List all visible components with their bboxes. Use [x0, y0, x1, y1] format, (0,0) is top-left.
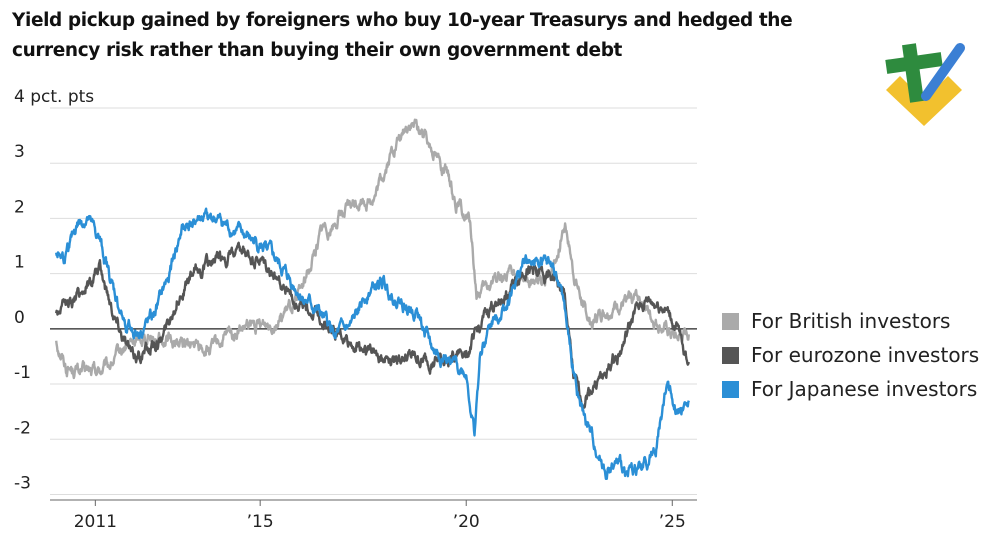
legend-label-british: For British investors: [751, 309, 951, 333]
legend-item-british: For British investors: [722, 304, 979, 338]
logo-green-vertical: [902, 43, 924, 103]
x-tick-label: ’25: [659, 512, 686, 532]
legend-item-japanese: For Japanese investors: [722, 372, 979, 406]
y-tick-label: -2: [14, 418, 31, 438]
series-line-british: [55, 118, 690, 380]
brand-logo-icon: [885, 43, 965, 126]
x-tick-label: ’15: [247, 512, 274, 532]
series-line-japanese: [55, 207, 690, 480]
y-tick-label: 4 pct. pts: [14, 87, 94, 107]
y-tick-label: 3: [14, 142, 25, 162]
legend-swatch-japanese: [722, 380, 739, 398]
legend: For British investors For eurozone inves…: [722, 304, 979, 406]
legend-label-japanese: For Japanese investors: [751, 377, 978, 401]
legend-label-eurozone: For eurozone investors: [751, 343, 980, 367]
logo-blue-arrow: [921, 43, 965, 101]
x-tick-label: ’20: [453, 512, 480, 532]
logo-yellow-chevron: [886, 76, 962, 126]
chart-title: Yield pickup gained by foreigners who bu…: [12, 10, 793, 61]
y-tick-label: 2: [14, 197, 25, 217]
legend-item-eurozone: For eurozone investors: [722, 338, 979, 372]
legend-swatch-british: [722, 312, 739, 330]
y-tick-label: -3: [14, 473, 31, 493]
y-tick-label: 0: [14, 308, 25, 328]
y-tick-label: 1: [14, 253, 25, 273]
legend-swatch-eurozone: [722, 346, 739, 364]
x-tick-label: 2011: [74, 512, 117, 532]
y-tick-label: -1: [14, 363, 31, 383]
